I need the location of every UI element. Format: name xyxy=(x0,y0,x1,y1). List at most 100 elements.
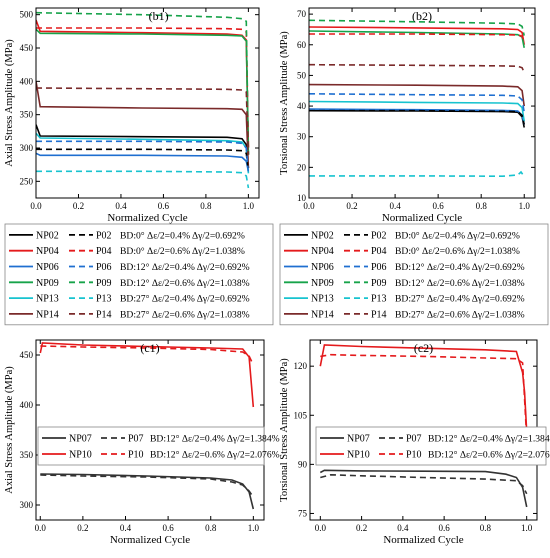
x-tick-label: 0.4 xyxy=(397,523,409,533)
legend-label-P07: P07 xyxy=(128,434,144,445)
x-tick-label: 1.0 xyxy=(248,523,260,533)
legend-label-NP06: NP06 xyxy=(36,262,59,273)
y-tick-label: 350 xyxy=(20,110,34,120)
x-tick-label: 0.8 xyxy=(200,201,212,211)
y-tick-label: 400 xyxy=(20,76,34,86)
y-axis-label: Torsional Stress Amplitude (MPa) xyxy=(279,31,290,175)
legend-label-P06: P06 xyxy=(96,262,112,273)
y-tick-label: 10 xyxy=(297,193,307,203)
legend-label-P14: P14 xyxy=(96,309,112,320)
series-NP07 xyxy=(40,473,255,510)
y-tick-label: 450 xyxy=(20,43,34,53)
panel-title: (c1) xyxy=(140,341,159,355)
series-group xyxy=(39,342,255,510)
legend-label-NP02: NP02 xyxy=(36,230,59,241)
series-P06 xyxy=(36,140,250,174)
x-tick-label: 0.2 xyxy=(77,523,88,533)
series-P02 xyxy=(36,148,250,172)
x-tick-label: 0.0 xyxy=(315,523,327,533)
legend-label-NP13: NP13 xyxy=(36,294,59,305)
x-tick-label: 0.4 xyxy=(115,201,127,211)
legend-label-P09: P09 xyxy=(371,278,387,289)
y-tick-label: 300 xyxy=(20,500,34,510)
legend-label-NP14: NP14 xyxy=(311,309,334,320)
series-P10 xyxy=(320,353,528,439)
y-tick-label: 300 xyxy=(20,143,34,153)
legend-condition: BD:12° Δε/2=0.4% Δγ/2=1.384% xyxy=(150,434,280,445)
legend-condition: BD:12° Δε/2=0.4% Δγ/2=0.692% xyxy=(395,262,525,273)
series-P10 xyxy=(40,345,255,366)
legend-label-NP13: NP13 xyxy=(311,294,334,305)
x-axis-label: Normalized Cycle xyxy=(382,212,462,224)
legend-label-NP09: NP09 xyxy=(311,278,334,289)
legend-label-P14: P14 xyxy=(371,309,387,320)
series-NP04 xyxy=(309,26,525,45)
legend-label-NP10: NP10 xyxy=(347,450,370,461)
series-group xyxy=(319,344,528,508)
series-P07 xyxy=(40,474,254,498)
x-tick-label: 0.6 xyxy=(158,201,170,211)
x-tick-label: 0.6 xyxy=(433,201,445,211)
series-NP10 xyxy=(39,342,255,408)
legend-label-P13: P13 xyxy=(371,294,387,305)
legend-condition: BD:0° Δε/2=0.4% Δγ/2=0.692% xyxy=(120,230,245,241)
x-tick-label: 0.6 xyxy=(439,523,451,533)
plot-frame xyxy=(308,7,536,199)
y-tick-label: 20 xyxy=(297,162,307,172)
x-axis-label: Normalized Cycle xyxy=(383,534,463,546)
legend-box xyxy=(279,223,549,326)
x-tick-label: 0.0 xyxy=(303,201,315,211)
legend-label-NP07: NP07 xyxy=(69,434,92,445)
y-tick-label: 90 xyxy=(298,459,308,469)
y-tick-label: 40 xyxy=(297,101,307,111)
x-tick-label: 0.2 xyxy=(73,201,84,211)
x-tick-label: 1.0 xyxy=(519,201,531,211)
series-P06 xyxy=(309,93,525,113)
series-group xyxy=(309,19,525,178)
series-P02 xyxy=(309,109,525,125)
legend-condition: BD:12° Δε/2=0.6% Δγ/2=2.076% xyxy=(428,450,550,461)
y-axis-label: Torsional Stress Amplitude (MPa) xyxy=(279,358,290,502)
series-NP06 xyxy=(36,152,250,172)
legend-box xyxy=(37,426,265,466)
panel-b2: 0.0 0.2 0.4 0.6 0.8 1.0 10 20 30 40 50 60 70 Normaliz… xyxy=(279,7,536,224)
x-tick-label: 1.0 xyxy=(243,201,255,211)
legend-label-NP04: NP04 xyxy=(311,246,334,257)
legend-label-NP14: NP14 xyxy=(36,309,59,320)
legend-label-P06: P06 xyxy=(371,262,387,273)
legend-top-right: NP02 P02 BD:0° Δε/2=0.4% Δγ/2=0.692% NP04 P0… xyxy=(279,223,549,326)
y-tick-label: 250 xyxy=(20,176,34,186)
series-NP02 xyxy=(36,124,250,169)
y-tick-label: 120 xyxy=(294,361,308,371)
legend-condition: BD:27° Δε/2=0.4% Δγ/2=0.692% xyxy=(120,294,250,305)
panel-b1: 0.0 0.2 0.4 0.6 0.8 1.0 250 300 350 400 450 500 Norm… xyxy=(4,7,260,224)
x-tick-label: 0.8 xyxy=(480,523,492,533)
y-tick-label: 105 xyxy=(294,410,308,420)
series-P09 xyxy=(309,19,525,36)
legend-label-NP06: NP06 xyxy=(311,262,334,273)
legend-condition: BD:27° Δε/2=0.6% Δγ/2=1.038% xyxy=(120,309,250,320)
legend-label-P10: P10 xyxy=(128,450,144,461)
legend-condition: BD:0° Δε/2=0.4% Δγ/2=0.692% xyxy=(395,230,520,241)
panel-c2: 0.0 0.2 0.4 0.6 0.8 1.0 75 90 105 120 Normalized C… xyxy=(279,339,538,546)
x-axis-label: Normalized Cycle xyxy=(110,534,190,546)
series-P09 xyxy=(36,11,250,155)
y-tick-label: 450 xyxy=(20,350,34,360)
legend-label-P09: P09 xyxy=(96,278,112,289)
series-P13 xyxy=(309,170,525,178)
x-tick-label: 0.2 xyxy=(346,201,357,211)
x-tick-label: 0.6 xyxy=(162,523,174,533)
x-tick-label: 0.4 xyxy=(389,201,401,211)
legend-box xyxy=(315,426,547,466)
legend-label-P02: P02 xyxy=(96,230,112,241)
x-tick-label: 0.2 xyxy=(356,523,367,533)
legend-condition: BD:12° Δε/2=0.4% Δγ/2=1.384% xyxy=(428,434,550,445)
legend-label-P10: P10 xyxy=(406,450,422,461)
series-group xyxy=(36,11,250,189)
y-axis-label: Axial Stress Amplitude (MPa) xyxy=(4,39,15,167)
series-NP02 xyxy=(309,109,525,128)
legend-label-P07: P07 xyxy=(406,434,422,445)
panel-title: (c2) xyxy=(414,341,433,355)
series-P14 xyxy=(36,87,250,155)
